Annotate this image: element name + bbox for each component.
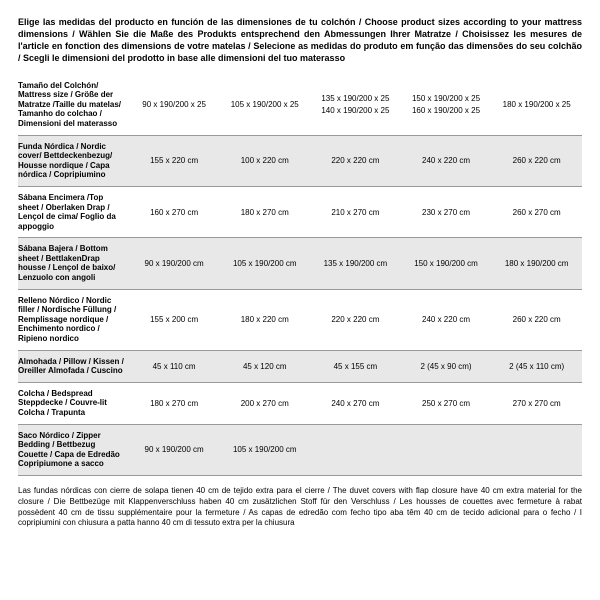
size-cell: 135 x 190/200 cm	[310, 238, 401, 289]
size-cell: 105 x 190/200 x 25	[219, 75, 310, 135]
size-cell: 2 (45 x 110 cm)	[491, 350, 582, 382]
size-cell: 45 x 110 cm	[129, 350, 220, 382]
size-table: Tamaño del Colchón/ Mattress size / Größ…	[18, 75, 582, 476]
footer-text: Las fundas nórdicas con cierre de solapa…	[18, 486, 582, 529]
row-label: Funda Nórdica / Nordic cover/ Bettdecken…	[18, 135, 129, 186]
size-cell: 90 x 190/200 x 25	[129, 75, 220, 135]
size-cell: 100 x 220 cm	[219, 135, 310, 186]
table-row: Saco Nórdico / Zipper Bedding / Bettbezu…	[18, 424, 582, 475]
size-cell	[401, 424, 492, 475]
row-label: Sábana Encimera /Top sheet / Oberlaken D…	[18, 186, 129, 237]
row-label: Colcha / Bedspread Steppdecke / Couvre-l…	[18, 382, 129, 424]
header-text: Elige las medidas del producto en funció…	[18, 16, 582, 65]
size-cell: 180 x 190/200 cm	[491, 238, 582, 289]
size-cell: 90 x 190/200 cm	[129, 238, 220, 289]
size-cell: 105 x 190/200 cm	[219, 424, 310, 475]
size-cell: 180 x 270 cm	[219, 186, 310, 237]
size-cell: 260 x 270 cm	[491, 186, 582, 237]
size-cell: 160 x 270 cm	[129, 186, 220, 237]
size-cell: 45 x 120 cm	[219, 350, 310, 382]
size-cell: 250 x 270 cm	[401, 382, 492, 424]
size-cell: 155 x 200 cm	[129, 289, 220, 350]
size-cell	[491, 424, 582, 475]
size-cell: 230 x 270 cm	[401, 186, 492, 237]
table-row: Sábana Bajera / Bottom sheet / Bettlaken…	[18, 238, 582, 289]
size-cell: 45 x 155 cm	[310, 350, 401, 382]
size-cell: 150 x 190/200 x 25160 x 190/200 x 25	[401, 75, 492, 135]
size-cell: 180 x 190/200 x 25	[491, 75, 582, 135]
row-label: Sábana Bajera / Bottom sheet / Bettlaken…	[18, 238, 129, 289]
size-cell: 105 x 190/200 cm	[219, 238, 310, 289]
size-cell: 155 x 220 cm	[129, 135, 220, 186]
table-row: Almohada / Pillow / Kissen / Oreiller Al…	[18, 350, 582, 382]
size-cell: 2 (45 x 90 cm)	[401, 350, 492, 382]
table-row: Colcha / Bedspread Steppdecke / Couvre-l…	[18, 382, 582, 424]
table-row: Sábana Encimera /Top sheet / Oberlaken D…	[18, 186, 582, 237]
row-label: Almohada / Pillow / Kissen / Oreiller Al…	[18, 350, 129, 382]
size-cell: 200 x 270 cm	[219, 382, 310, 424]
size-cell: 260 x 220 cm	[491, 135, 582, 186]
table-row: Relleno Nórdico / Nordic filler / Nordis…	[18, 289, 582, 350]
table-row: Tamaño del Colchón/ Mattress size / Größ…	[18, 75, 582, 135]
size-cell: 240 x 220 cm	[401, 135, 492, 186]
size-cell: 180 x 270 cm	[129, 382, 220, 424]
size-cell: 135 x 190/200 x 25140 x 190/200 x 25	[310, 75, 401, 135]
size-cell: 220 x 220 cm	[310, 289, 401, 350]
size-cell: 150 x 190/200 cm	[401, 238, 492, 289]
size-cell: 220 x 220 cm	[310, 135, 401, 186]
size-cell: 240 x 270 cm	[310, 382, 401, 424]
size-cell: 90 x 190/200 cm	[129, 424, 220, 475]
size-cell: 210 x 270 cm	[310, 186, 401, 237]
table-row: Funda Nórdica / Nordic cover/ Bettdecken…	[18, 135, 582, 186]
size-cell: 270 x 270 cm	[491, 382, 582, 424]
size-cell: 180 x 220 cm	[219, 289, 310, 350]
size-cell: 240 x 220 cm	[401, 289, 492, 350]
size-cell	[310, 424, 401, 475]
size-cell: 260 x 220 cm	[491, 289, 582, 350]
row-label: Tamaño del Colchón/ Mattress size / Größ…	[18, 75, 129, 135]
row-label: Saco Nórdico / Zipper Bedding / Bettbezu…	[18, 424, 129, 475]
row-label: Relleno Nórdico / Nordic filler / Nordis…	[18, 289, 129, 350]
